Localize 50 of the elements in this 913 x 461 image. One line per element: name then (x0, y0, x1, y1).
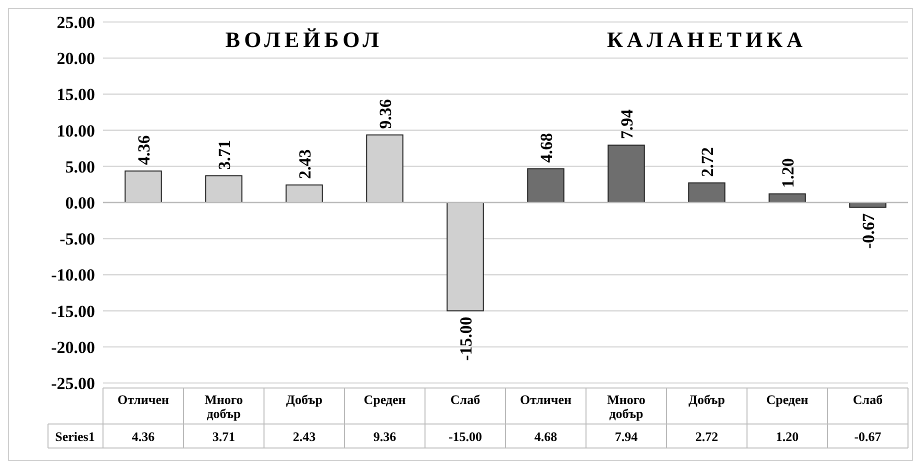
y-tick-label: 0.00 (65, 193, 95, 212)
text: 7.94 (617, 109, 636, 140)
bar (527, 168, 564, 203)
data-label: 1.20 (776, 429, 799, 444)
y-tick-label: -25.00 (51, 374, 95, 393)
annotation: ВОЛЕЙБОЛ (225, 27, 384, 52)
data-label: 4.68 (534, 429, 558, 444)
text: -15.00 (456, 316, 476, 361)
bar (286, 184, 323, 203)
text: 2.43 (295, 149, 314, 179)
data-label: -0.67 (854, 429, 882, 444)
x-tick-label: Среден (364, 392, 406, 407)
text: 1.20 (778, 158, 798, 188)
y-tick-label: 15.00 (56, 85, 95, 104)
y-tick-label: 20.00 (56, 49, 95, 68)
y-tick-label: -5.00 (60, 230, 95, 249)
text: 2.72 (698, 147, 717, 177)
bar (688, 182, 726, 203)
x-tick-label: Много добър (607, 392, 646, 421)
x-tick-label: Отличен (117, 392, 170, 407)
y-tick-label: -20.00 (51, 338, 95, 357)
text: 9.36 (376, 99, 395, 129)
bar (124, 170, 162, 203)
data-label: 3.71 (212, 429, 236, 444)
x-tick-label: Слаб (450, 392, 481, 407)
text: 4.68 (536, 132, 556, 163)
y-tick-label: 10.00 (56, 121, 95, 140)
data-label: 2.72 (695, 429, 718, 444)
x-tick-label: Слаб (852, 392, 884, 407)
bar (205, 175, 242, 203)
data-label: 4.36 (132, 429, 156, 444)
text: -0.67 (858, 213, 878, 249)
x-tick-label: Добър (286, 392, 322, 407)
data-label: 7.94 (614, 429, 638, 444)
annotation: КАЛАНЕТИКА (606, 27, 807, 52)
y-tick-label: -10.00 (51, 266, 95, 285)
bar (608, 144, 645, 203)
data-label: -15.00 (448, 429, 482, 444)
x-tick-label: Отличен (520, 392, 572, 407)
y-tick-label: 25.00 (56, 12, 95, 32)
x-tick-label: Много добър (204, 392, 243, 421)
x-tick-label: Среден (766, 392, 809, 407)
y-tick-label: 5.00 (65, 157, 95, 176)
text: 4.36 (134, 135, 154, 166)
text: 3.71 (214, 140, 234, 170)
data-label: 2.43 (292, 429, 316, 444)
text: Series1 (55, 429, 95, 444)
x-tick-label: Добър (688, 392, 725, 407)
y-tick-label: -15.00 (51, 302, 95, 321)
data-label: 9.36 (373, 429, 397, 444)
